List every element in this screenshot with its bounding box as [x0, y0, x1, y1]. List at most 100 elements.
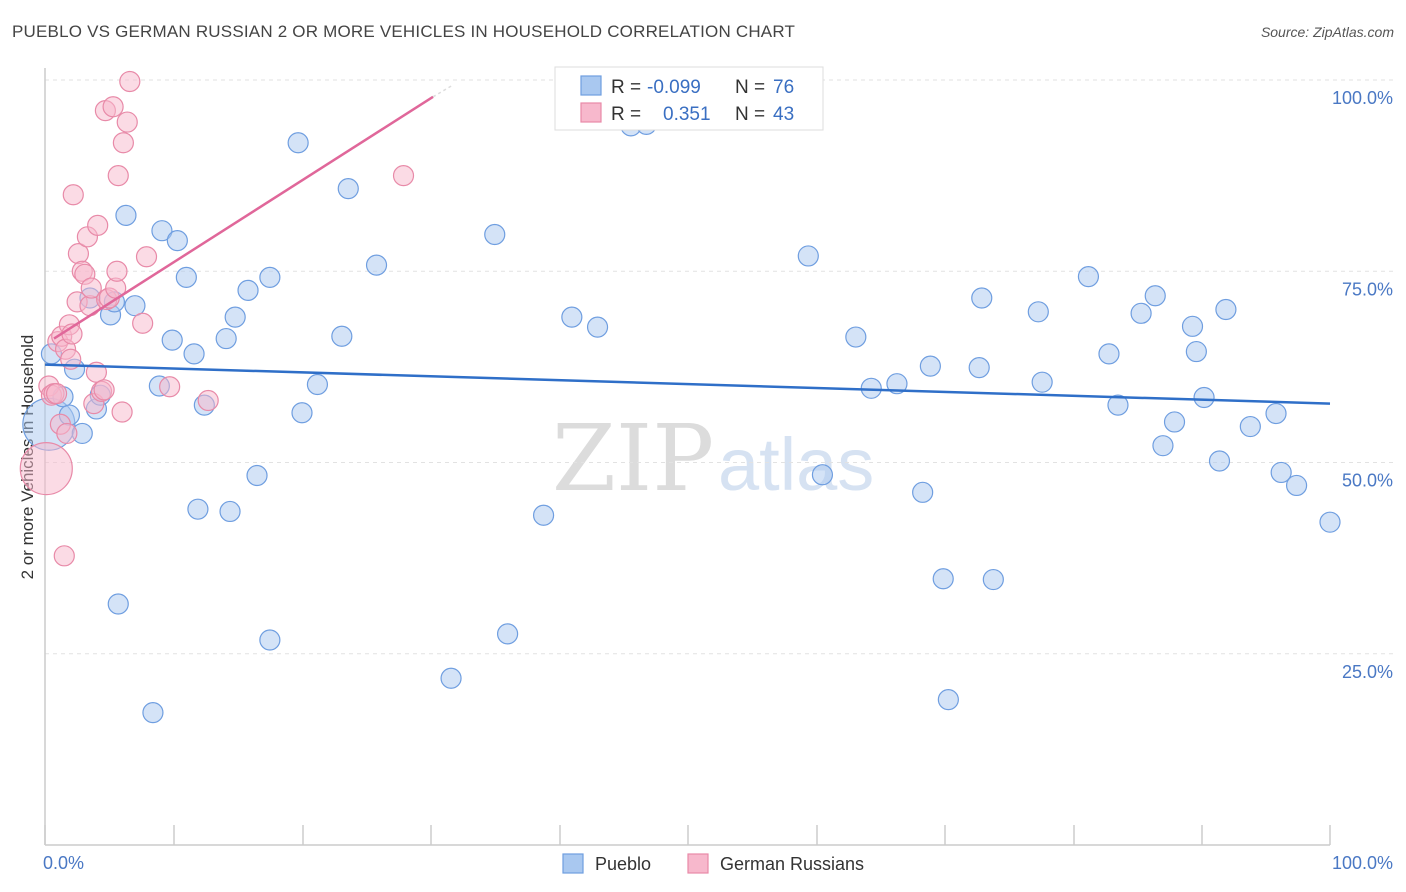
german-russians-point-33: [111, 401, 133, 423]
pueblo-point-71: [1265, 402, 1287, 425]
pueblo-point-69: [1215, 298, 1237, 321]
legend-swatch-german-russians: [580, 102, 602, 123]
pueblo-point-12: [115, 204, 137, 227]
pueblo-point-50: [919, 355, 941, 377]
y-tick-label-1: 75.0%: [1342, 279, 1393, 299]
y-tick-label-3: 25.0%: [1342, 662, 1393, 682]
series-legend-swatch-pueblo: [562, 853, 584, 874]
pueblo-point-18: [166, 230, 188, 252]
pueblo-point-66: [1185, 340, 1207, 363]
legend-r-label-pueblo: R =: [611, 77, 641, 98]
pueblo-point-48: [886, 373, 908, 395]
pueblo-point-30: [287, 132, 309, 154]
pueblo-point-45: [811, 464, 834, 486]
german-russians-trend-extension: [432, 84, 453, 98]
pueblo-point-28: [259, 266, 281, 288]
pueblo-point-31: [291, 402, 313, 424]
pueblo-point-17: [161, 329, 183, 351]
german-russians-point-31: [106, 260, 128, 282]
german-russians-point-42: [45, 383, 68, 405]
pueblo-point-74: [1319, 511, 1341, 533]
legend-n-value-german-russians: 43: [773, 104, 794, 125]
pueblo-point-54: [971, 287, 993, 309]
series-legend-label-german-russians: German Russians: [720, 854, 864, 874]
pueblo-point-65: [1181, 315, 1204, 337]
german-russians-point-0: [19, 442, 73, 496]
pueblo-point-23: [215, 327, 237, 350]
chart-title: PUEBLO VS GERMAN RUSSIAN 2 OR MORE VEHIC…: [12, 22, 796, 41]
x-tick-labels: 0.0% 100.0%: [43, 853, 1393, 873]
pueblo-point-33: [331, 325, 353, 347]
pueblo-point-14: [142, 702, 164, 724]
pueblo-point-44: [797, 245, 819, 267]
series-legend: Pueblo German Russians: [562, 853, 864, 874]
pueblo-trend-line: [44, 363, 1331, 405]
pueblo-point-49: [912, 481, 934, 503]
legend-r-value-pueblo: -0.099: [647, 77, 701, 98]
pueblo-point-56: [1027, 301, 1049, 323]
pueblo-point-13: [124, 295, 146, 317]
german-russians-point-41: [392, 165, 415, 187]
legend-n-value-pueblo: 76: [773, 77, 794, 98]
pueblo-point-55: [982, 568, 1004, 591]
pueblo-point-41: [586, 316, 609, 338]
german-russians-point-7: [53, 545, 75, 567]
legend-r-label-german-russians: R =: [611, 104, 641, 125]
y-tick-label-0: 100.0%: [1332, 88, 1393, 108]
pueblo-point-29: [259, 629, 281, 651]
y-tick-label-2: 50.0%: [1342, 471, 1393, 491]
pueblo-point-11: [107, 593, 129, 615]
pueblo-point-40: [561, 306, 583, 328]
pueblo-point-70: [1239, 415, 1261, 438]
pueblo-point-36: [440, 667, 462, 689]
german-russians-point-29: [102, 96, 124, 118]
pueblo-point-24: [219, 500, 241, 523]
pueblo-point-38: [497, 623, 519, 645]
watermark-zip: ZIP: [552, 405, 714, 512]
series-legend-swatch-german-russians: [687, 853, 709, 874]
pueblo-point-64: [1163, 411, 1186, 433]
pueblo-point-52: [937, 689, 959, 711]
pueblo-point-53: [968, 357, 990, 379]
pueblo-point-73: [1285, 474, 1308, 497]
watermark-atlas: atlas: [718, 423, 874, 506]
legend-swatch-pueblo: [580, 75, 602, 96]
german-russians-point-36: [119, 70, 141, 93]
pueblo-point-19: [175, 266, 197, 288]
pueblo-point-68: [1208, 450, 1231, 472]
zipatlas-watermark: ZIP atlas: [552, 405, 874, 512]
pueblo-point-35: [365, 254, 388, 276]
german-russians-point-35: [116, 111, 138, 133]
series-legend-label-pueblo: Pueblo: [595, 854, 651, 874]
pueblo-point-21: [187, 498, 209, 520]
pueblo-point-27: [246, 464, 268, 487]
pueblo-point-25: [224, 306, 246, 328]
x-tick-label-1: 100.0%: [1332, 853, 1393, 873]
pueblo-point-61: [1130, 302, 1152, 324]
legend-n-label-german-russians: N =: [735, 104, 765, 125]
y-tick-labels: 100.0% 75.0% 50.0% 25.0%: [1332, 88, 1393, 682]
pueblo-point-26: [237, 279, 259, 301]
german-russians-point-9: [56, 422, 78, 445]
pueblo-point-39: [532, 504, 555, 526]
source-credit: Source: ZipAtlas.com: [1260, 24, 1394, 40]
german-russians-point-34: [112, 132, 134, 154]
pueblo-point-60: [1107, 394, 1129, 416]
pueblo-point-63: [1152, 435, 1174, 457]
correlation-legend: R = -0.099 N = 76 R = 0.351 N = 43: [554, 66, 824, 131]
german-russians-point-25: [93, 379, 115, 401]
german-russians-point-39: [159, 376, 181, 398]
x-tick-label-0: 0.0%: [43, 853, 84, 873]
german-russians-point-32: [107, 165, 129, 187]
trend-lines: [44, 84, 1331, 405]
legend-n-label-pueblo: N =: [735, 77, 765, 98]
pueblo-point-58: [1077, 266, 1100, 288]
pueblo-point-72: [1270, 461, 1292, 484]
pueblo-point-46: [845, 326, 867, 348]
pueblo-point-67: [1193, 386, 1215, 409]
legend-r-value-german-russians: 0.351: [663, 104, 711, 125]
german-russians-point-38: [135, 246, 158, 268]
grid-lines: [45, 79, 1395, 655]
pueblo-point-59: [1098, 343, 1120, 365]
